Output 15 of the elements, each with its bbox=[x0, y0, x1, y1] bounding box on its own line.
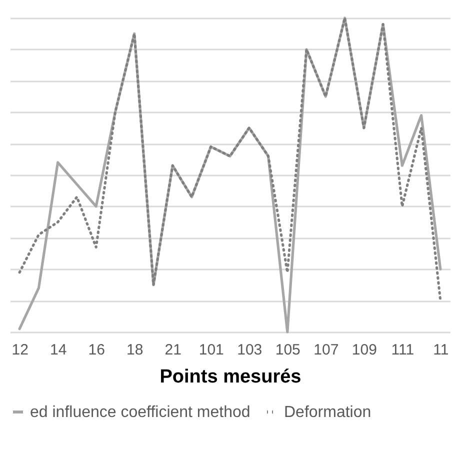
x-tick-label: 16 bbox=[88, 342, 105, 358]
x-axis-title: Points mesurés bbox=[160, 366, 302, 388]
x-tick-label: 111 bbox=[391, 342, 414, 358]
x-tick-label: 107 bbox=[314, 342, 339, 358]
legend-label: ed influence coefficient method bbox=[30, 404, 250, 421]
x-tick-label: 105 bbox=[275, 342, 300, 358]
x-tick-label: 18 bbox=[126, 342, 144, 358]
x-tick-label: 11 bbox=[433, 342, 449, 358]
x-tick-label: 103 bbox=[237, 342, 262, 358]
x-tick-label: 109 bbox=[352, 342, 377, 358]
x-tick-label: 21 bbox=[164, 342, 182, 358]
x-tick-label: 101 bbox=[198, 342, 224, 358]
x-tick-label: 12 bbox=[12, 342, 28, 358]
legend-label: Deformation bbox=[284, 404, 372, 421]
x-tick-label: 14 bbox=[50, 342, 67, 358]
